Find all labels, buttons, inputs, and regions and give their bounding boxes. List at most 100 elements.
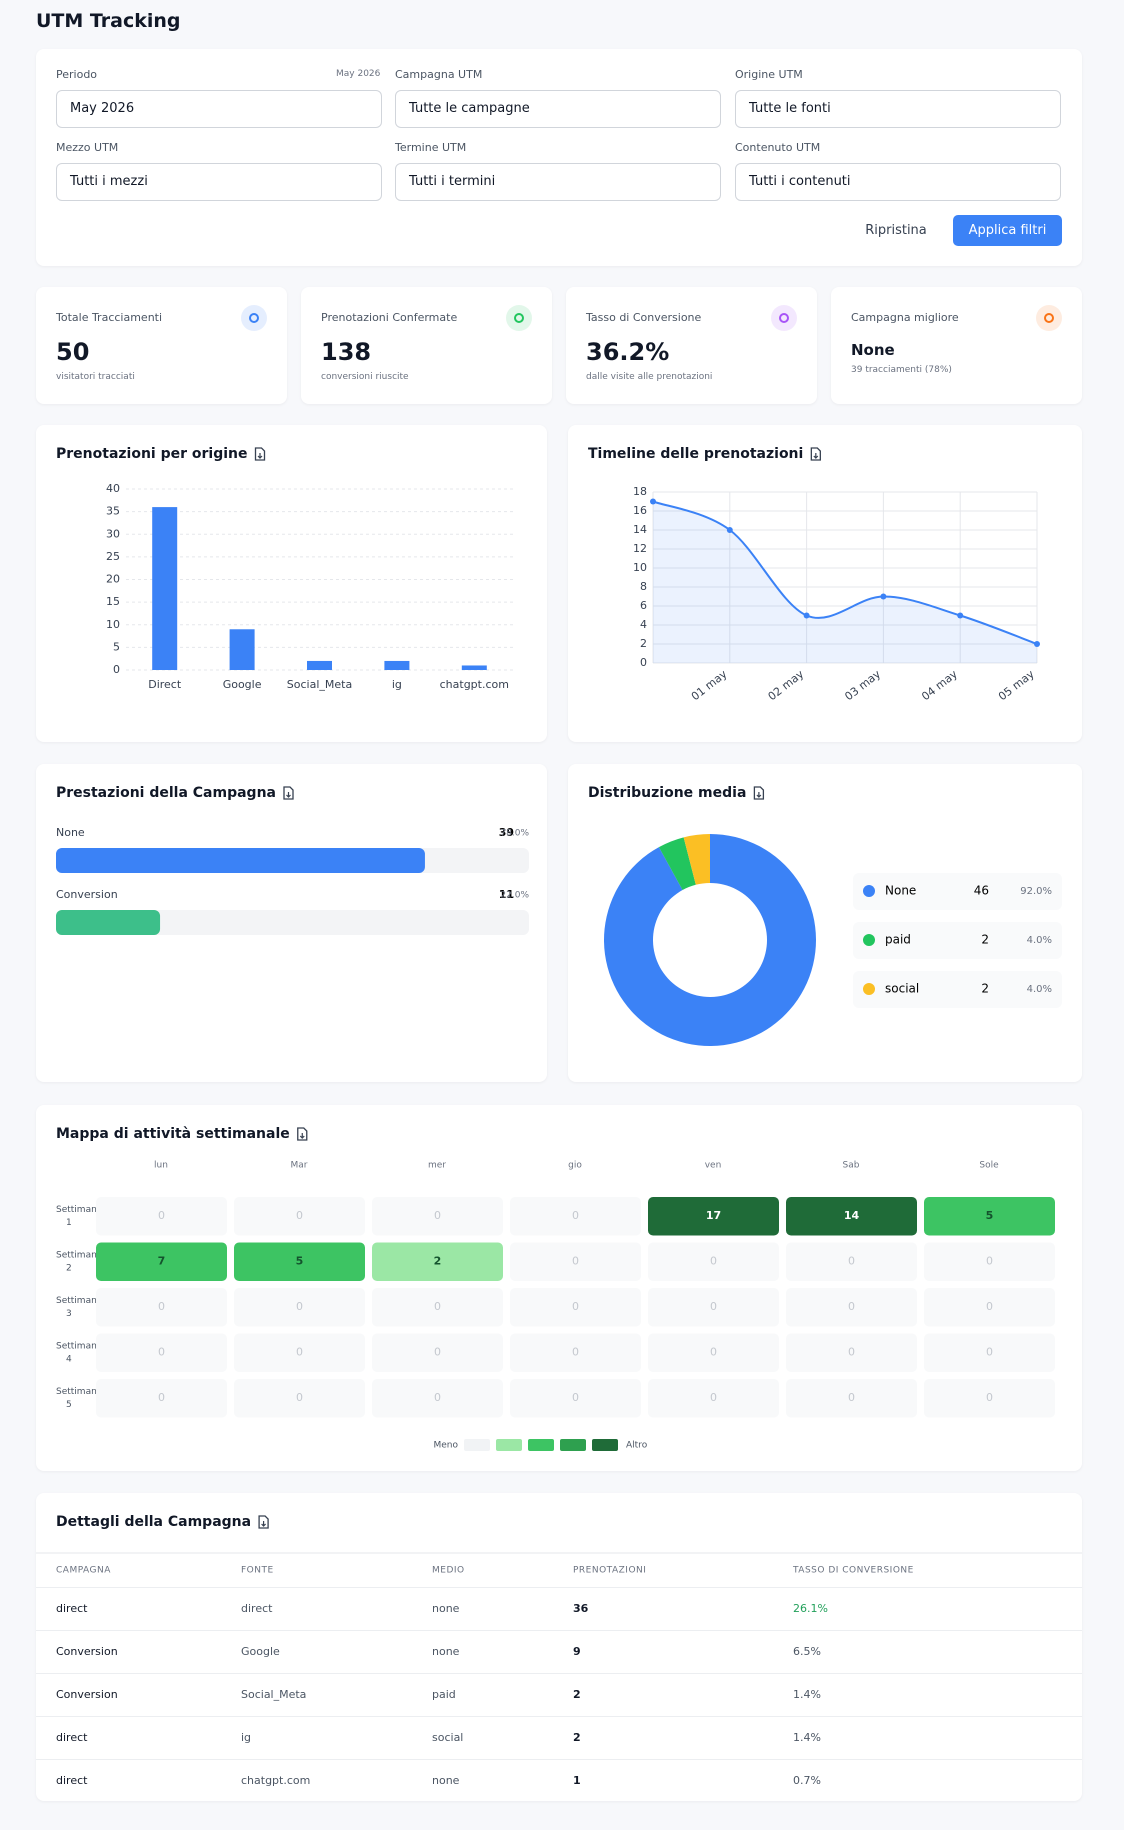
table-cell: 9 — [573, 1645, 581, 1658]
legend-dot — [863, 983, 875, 995]
heat-cell — [234, 1197, 365, 1236]
progress-card: Prestazioni della Campagna None 39 78.0% Con… — [36, 764, 547, 1082]
filter-label: Mezzo UTM — [56, 141, 119, 154]
donut-slice — [658, 837, 696, 891]
export-icon-arrow — [756, 792, 762, 798]
table-cell: 1.4% — [793, 1731, 821, 1744]
card-title: Prestazioni della Campagna — [56, 785, 276, 801]
table-cell: direct — [56, 1731, 88, 1744]
row-label: Settimana 4 — [56, 1341, 102, 1364]
table-cell: paid — [432, 1688, 456, 1701]
filter-input[interactable]: Tutte le fonti — [735, 90, 1061, 128]
heat-cell — [96, 1288, 227, 1327]
y-tick-label: 16 — [633, 504, 647, 517]
point — [803, 612, 810, 619]
legend-value: 2 — [981, 933, 989, 947]
heat-cell — [786, 1333, 917, 1372]
point — [957, 612, 964, 619]
column-header: MEDIO — [432, 1566, 465, 1576]
bar — [461, 665, 487, 670]
kpi-icon-dot — [779, 313, 789, 323]
heat-value: 0 — [848, 1346, 855, 1359]
x-tick-label: Direct — [148, 678, 182, 691]
kpi-value: 50 — [56, 338, 90, 366]
kpi-note: visitatori tracciati — [56, 372, 135, 382]
heat-cell — [786, 1197, 917, 1236]
heat-value: 0 — [572, 1391, 579, 1404]
heat-value: 2 — [434, 1255, 442, 1268]
column-label: lun — [154, 1161, 168, 1171]
table-cell: 36 — [573, 1602, 589, 1615]
bar — [152, 507, 178, 670]
table-cell: 2 — [573, 1731, 581, 1744]
heat-value: 14 — [844, 1209, 860, 1222]
y-tick-label: 10 — [633, 561, 647, 574]
table-cell: chatgpt.com — [241, 1774, 310, 1787]
heat-cell — [786, 1379, 917, 1418]
kpi-card: Totale Tracciamenti 50 visitatori tracciat… — [36, 287, 287, 404]
apply-button[interactable]: Applica filtri — [953, 215, 1062, 246]
x-tick-label: 03 may — [842, 667, 883, 703]
x-tick-label: 02 may — [766, 667, 807, 703]
kpi-label: Campagna migliore — [851, 311, 959, 324]
filters-card: Periodo May 2026 May 2026 Campagna UTM Tutte… — [36, 49, 1082, 266]
heat-value: 5 — [986, 1209, 994, 1222]
heat-value: 0 — [710, 1391, 717, 1404]
heat-value: 0 — [848, 1391, 855, 1404]
legend-label: social — [885, 982, 919, 996]
row-label: Settimana 3 — [56, 1296, 102, 1319]
column-label: mer — [428, 1161, 446, 1171]
heat-value: 0 — [434, 1391, 441, 1404]
y-tick-label: 12 — [633, 542, 647, 555]
legend-row — [853, 873, 1062, 910]
reset-button[interactable]: Ripristina — [865, 223, 927, 238]
kpi-icon — [506, 305, 532, 331]
legend-label: None — [885, 884, 916, 898]
filter-input[interactable]: Tutte le campagne — [395, 90, 721, 128]
heat-value: 0 — [296, 1209, 303, 1222]
legend-share: 4.0% — [1027, 984, 1052, 995]
filter-input[interactable]: Tutti i contenuti — [735, 163, 1061, 201]
y-tick-label: 8 — [640, 580, 647, 593]
heat-value: 0 — [710, 1300, 717, 1313]
bar — [307, 660, 332, 670]
y-tick-label: 30 — [106, 527, 120, 540]
legend-swatch — [560, 1439, 586, 1451]
table-cell: none — [432, 1774, 460, 1787]
heat-value: 0 — [434, 1346, 441, 1359]
heat-cell — [372, 1197, 503, 1236]
export-icon — [753, 786, 765, 800]
card-title: Timeline delle prenotazioni — [588, 446, 803, 462]
heat-value: 0 — [710, 1255, 717, 1268]
x-tick-label: Social_Meta — [287, 678, 352, 691]
kpi-icon-dot — [249, 313, 259, 323]
filter-input[interactable]: Tutti i termini — [395, 163, 721, 201]
column-label: Sab — [843, 1161, 860, 1171]
row-label: Settimana 2 — [56, 1250, 102, 1273]
filter-input[interactable]: May 2026 — [56, 90, 382, 128]
export-icon-arrow — [286, 792, 291, 798]
heat-value: 0 — [158, 1346, 165, 1359]
chart-svg: Mappa di attività settimanale lun Mar mer gi… — [56, 1126, 1055, 1451]
heat-cell — [924, 1288, 1055, 1327]
filter-input[interactable]: Tutti i mezzi — [56, 163, 382, 201]
table-cell: Conversion — [56, 1688, 118, 1701]
heat-cell — [234, 1242, 365, 1281]
y-tick-label: 18 — [633, 485, 647, 498]
heat-cell — [96, 1379, 227, 1418]
column-header: TASSO DI CONVERSIONE — [792, 1566, 914, 1576]
bar-share: 22.0% — [500, 891, 529, 901]
heat-value: 0 — [710, 1346, 717, 1359]
x-tick-label: 05 may — [996, 667, 1037, 703]
y-tick-label: 0 — [113, 663, 120, 676]
heat-cell — [234, 1288, 365, 1327]
heat-value: 0 — [434, 1300, 441, 1313]
kpi-card: Tasso di Conversione 36.2% dalle visite al… — [566, 287, 817, 404]
table-card: Dettagli della Campagna CAMPAGNA FONTE MEDI… — [36, 1493, 1082, 1801]
heat-cell — [924, 1379, 1055, 1418]
heat-value: 5 — [296, 1255, 304, 1268]
y-tick-label: 4 — [640, 618, 647, 631]
legend-low: Meno — [433, 1441, 458, 1451]
page-title: UTM Tracking — [36, 10, 181, 32]
